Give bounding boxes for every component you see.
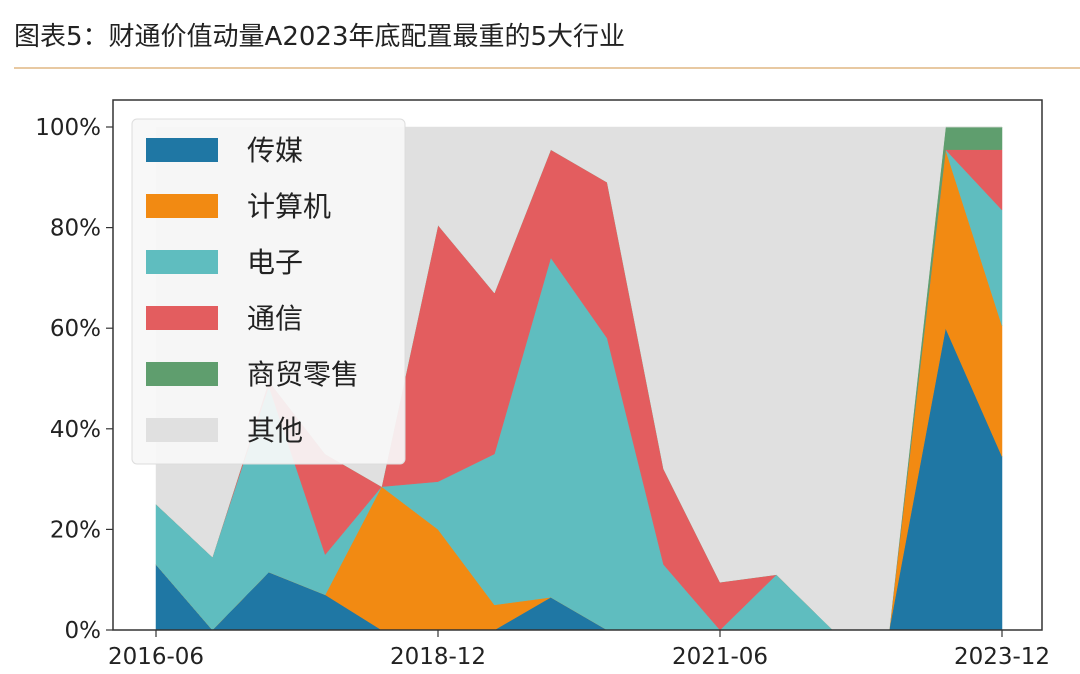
legend-label: 传媒: [247, 134, 303, 167]
y-tick-label: 20%: [50, 517, 101, 543]
legend-label: 商贸零售: [247, 358, 359, 391]
x-tick-label: 2018-12: [390, 644, 486, 670]
y-tick-label: 0%: [65, 618, 102, 644]
x-tick-label: 2023-12: [954, 644, 1050, 670]
legend-swatch: [146, 362, 218, 386]
y-axis: 0% 20% 40% 60% 80% 100%: [35, 115, 113, 644]
y-tick-label: 100%: [35, 115, 101, 141]
plot-frame: [112, 99, 1043, 631]
x-tick-label: 2016-06: [108, 644, 204, 670]
y-tick-label: 40%: [50, 417, 101, 443]
legend-label: 通信: [247, 302, 303, 335]
x-tick-label: 2021-06: [672, 644, 768, 670]
y-tick-label: 80%: [50, 216, 101, 242]
legend-label: 电子: [247, 246, 303, 279]
legend-label: 其他: [247, 414, 303, 447]
legend-swatch: [146, 138, 218, 162]
legend-swatch: [146, 250, 218, 274]
chart-title: 图表5：财通价值动量A2023年底配置最重的5大行业: [14, 22, 626, 52]
legend-swatch: [146, 418, 218, 442]
legend-swatch: [146, 306, 218, 330]
y-tick-label: 60%: [50, 316, 101, 342]
x-axis: 2016-06 2018-12 2021-06 2023-12: [108, 630, 1050, 670]
legend-box: [131, 118, 406, 465]
title-divider: [14, 67, 1080, 69]
legend-swatch: [146, 194, 218, 218]
legend-label: 计算机: [247, 190, 331, 223]
